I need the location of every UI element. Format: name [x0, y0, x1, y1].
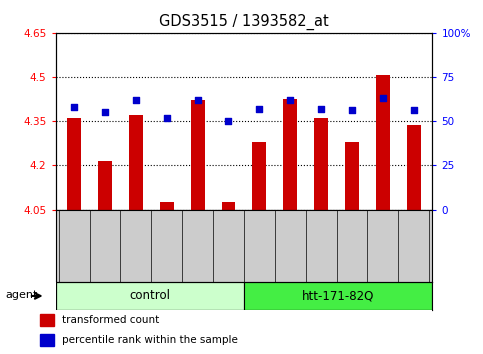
Text: agent: agent — [6, 290, 38, 299]
Point — [163, 115, 170, 120]
Point — [132, 97, 140, 103]
Bar — [407, 126, 421, 210]
Text: percentile rank within the sample: percentile rank within the sample — [62, 335, 238, 345]
Title: GDS3515 / 1393582_at: GDS3515 / 1393582_at — [159, 13, 329, 30]
Point — [194, 97, 201, 103]
Bar — [67, 118, 81, 210]
Bar — [376, 75, 390, 210]
Point — [410, 108, 418, 113]
Text: control: control — [129, 290, 170, 302]
Bar — [40, 314, 54, 326]
Bar — [160, 202, 174, 210]
Bar — [244, 282, 432, 310]
Bar — [314, 118, 328, 210]
Bar — [345, 142, 359, 210]
Point — [317, 106, 325, 112]
Point — [101, 109, 109, 115]
Bar — [253, 142, 266, 210]
Bar — [56, 282, 244, 310]
Text: transformed count: transformed count — [62, 315, 159, 325]
Bar — [98, 161, 112, 210]
Point — [286, 97, 294, 103]
Point — [256, 106, 263, 112]
Text: htt-171-82Q: htt-171-82Q — [302, 290, 374, 302]
Point — [225, 118, 232, 124]
Bar — [40, 334, 54, 346]
Bar — [191, 101, 204, 210]
Bar — [222, 202, 235, 210]
Point — [379, 95, 387, 101]
Bar — [284, 99, 297, 210]
Point — [348, 108, 356, 113]
Bar — [129, 115, 143, 210]
Point — [70, 104, 78, 110]
